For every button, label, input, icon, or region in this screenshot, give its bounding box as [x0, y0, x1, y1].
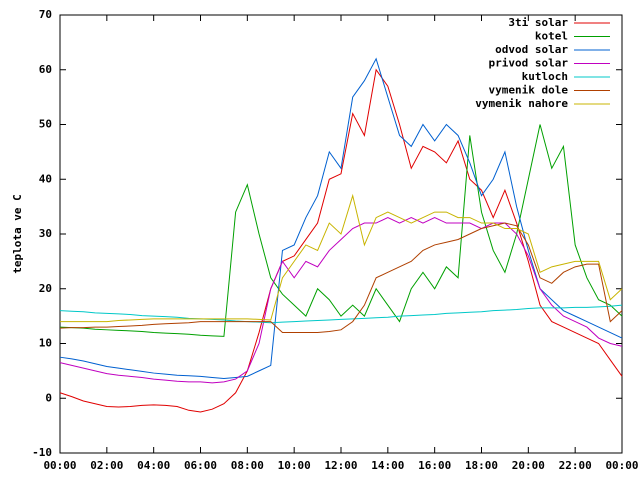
y-tick-label: 40 [39, 172, 52, 185]
x-tick-label: 10:00 [278, 459, 311, 472]
series-line [59, 222, 623, 334]
x-tick-label: 06:00 [184, 459, 217, 472]
series-line [59, 217, 623, 384]
x-tick-label: 04:00 [137, 459, 170, 472]
y-tick-label: -10 [32, 446, 52, 459]
x-tick-label: 00:00 [605, 459, 638, 472]
legend-label: odvod solar [495, 43, 568, 56]
legend-label: kutloch [522, 70, 568, 83]
x-tick-label: 00:00 [43, 459, 76, 472]
y-tick-label: 30 [39, 227, 52, 240]
x-tick-label: 14:00 [371, 459, 404, 472]
x-tick-label: 20:00 [512, 459, 545, 472]
series-line [59, 57, 623, 380]
legend-label: privod solar [489, 57, 569, 70]
y-tick-label: 20 [39, 282, 52, 295]
y-tick-label: 0 [45, 391, 52, 404]
legend-label: vymenik nahore [475, 97, 568, 110]
x-tick-label: 02:00 [90, 459, 123, 472]
y-tick-label: 60 [39, 63, 52, 76]
legend-label: 3ti solar [508, 16, 568, 29]
y-tick-label: 70 [39, 8, 52, 21]
y-tick-label: 50 [39, 118, 52, 131]
x-tick-label: 12:00 [324, 459, 357, 472]
y-tick-label: 10 [39, 337, 52, 350]
x-tick-label: 22:00 [559, 459, 592, 472]
x-tick-label: 18:00 [465, 459, 498, 472]
series-line [59, 304, 623, 324]
x-tick-label: 16:00 [418, 459, 451, 472]
x-tick-label: 08:00 [231, 459, 264, 472]
series-line [59, 124, 623, 337]
y-axis-label: teplota ve C [11, 194, 24, 273]
series-line [59, 68, 623, 413]
series-line [60, 193, 623, 323]
legend-label: vymenik dole [489, 84, 569, 97]
legend-label: kotel [535, 30, 568, 43]
